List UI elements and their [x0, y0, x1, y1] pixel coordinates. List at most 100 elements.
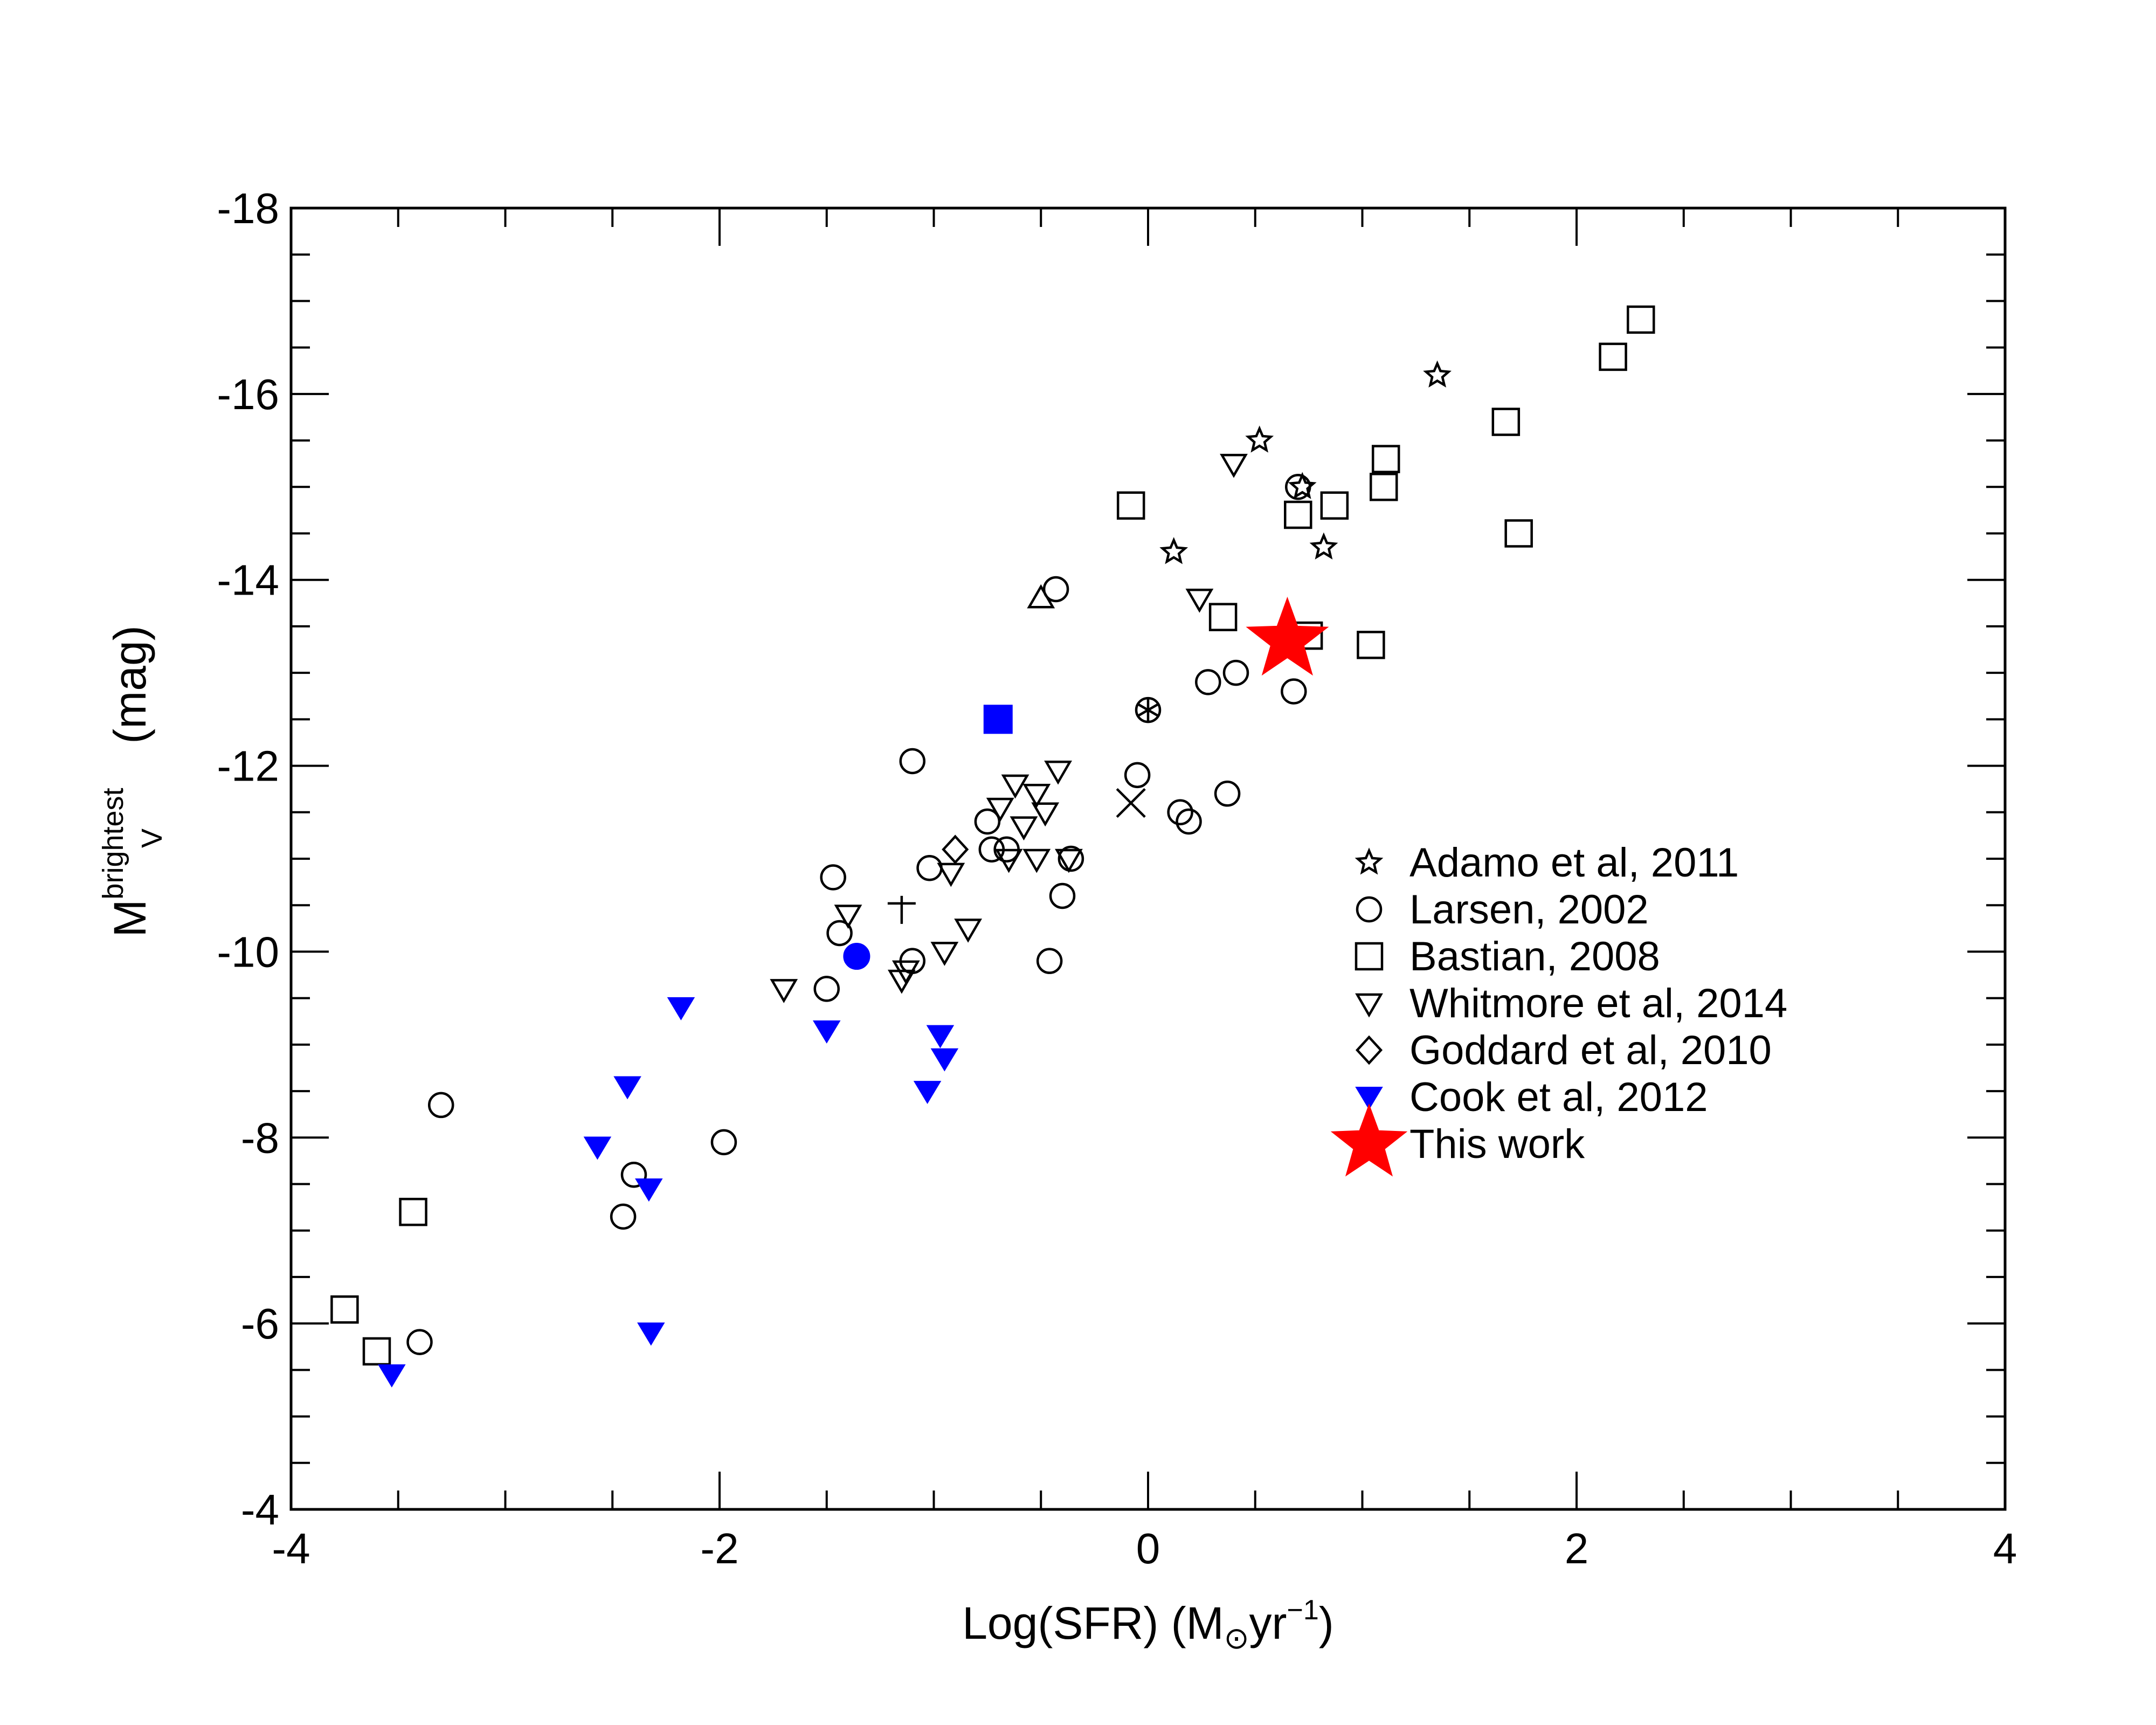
x-tick-label: -4: [272, 1524, 310, 1572]
data-point: [1137, 698, 1159, 722]
data-point: [1116, 788, 1146, 818]
legend-label: Whitmore et al, 2014: [1409, 981, 1787, 1026]
data-point: [378, 1364, 406, 1388]
legend-marker: [1355, 942, 1384, 971]
legend-label: Bastian, 2008: [1409, 934, 1660, 979]
data-point: [710, 1129, 737, 1156]
y-tick-label: -18: [217, 184, 279, 232]
y-tick-label: -12: [217, 742, 279, 790]
x-tick-label: 2: [1565, 1524, 1589, 1572]
data-point: [843, 943, 870, 970]
data-point: [1049, 882, 1076, 909]
data-point: [1058, 845, 1084, 872]
legend-label: Larsen, 2002: [1409, 887, 1649, 933]
data-point: [930, 1048, 959, 1072]
legend-item: Goddard et al, 2010: [1355, 1027, 1772, 1073]
data-point: [1176, 808, 1202, 835]
data-point: [399, 1197, 427, 1226]
data-point: [994, 848, 1023, 873]
legend-marker: [1355, 1087, 1383, 1110]
data-point: [1371, 445, 1400, 473]
data-point: [913, 1081, 942, 1105]
y-tick-label: -4: [241, 1486, 279, 1534]
data-point: [1281, 678, 1307, 705]
data-point: [1245, 425, 1274, 453]
data-point: [1222, 659, 1249, 686]
data-point: [954, 919, 983, 943]
y-tick-label: -8: [241, 1114, 279, 1162]
data-point: [1246, 596, 1329, 676]
x-tick-label: 4: [1993, 1524, 2017, 1572]
data-point: [937, 862, 965, 887]
y-tick-label: -16: [217, 370, 279, 418]
data-point: [986, 797, 1014, 822]
data-point: [1159, 537, 1188, 564]
data-point: [330, 1295, 359, 1324]
data-point: [974, 808, 1001, 835]
legend-marker: [1355, 847, 1384, 875]
data-point: [1423, 360, 1452, 388]
legend-label: This work: [1409, 1121, 1585, 1167]
data-point: [406, 1329, 433, 1355]
data-point: [1357, 631, 1385, 659]
data-point: [813, 976, 840, 1002]
data-point: [1001, 774, 1029, 799]
data-point: [916, 854, 943, 881]
data-point: [610, 1203, 637, 1230]
x-axis-title: Log(SFR) (M⊙yr−1): [962, 1595, 1334, 1655]
data-point: [1022, 848, 1051, 873]
legend-item: Larsen, 2002: [1356, 887, 1649, 933]
legend-item: Bastian, 2008: [1355, 934, 1660, 979]
data-point: [1220, 453, 1248, 478]
y-tick-label: -6: [241, 1300, 279, 1348]
data-point: [620, 1162, 647, 1188]
data-point: [583, 1136, 612, 1160]
x-tick-label: -2: [700, 1524, 738, 1572]
data-point: [1044, 760, 1072, 785]
data-point: [1185, 588, 1214, 613]
data-point: [1214, 781, 1241, 807]
axis-ticks: [290, 207, 2006, 1510]
data-point: [635, 1178, 663, 1202]
data-point: [1167, 799, 1193, 826]
data-point: [1285, 474, 1311, 500]
legend-item: Whitmore et al, 2014: [1355, 981, 1787, 1026]
data-point: [1504, 519, 1533, 548]
data-point: [1027, 584, 1055, 609]
data-point: [1627, 305, 1655, 334]
data-point: [1042, 576, 1069, 603]
data-point: [899, 748, 925, 775]
data-point: [1320, 491, 1349, 520]
data-point: [930, 942, 959, 966]
data-point: [812, 1020, 841, 1044]
legend-item: Adamo et al, 2011: [1355, 840, 1739, 886]
data-point: [362, 1337, 391, 1366]
data-point: [613, 1076, 641, 1100]
legend-marker: [1330, 1103, 1408, 1177]
data-point: [1124, 762, 1151, 789]
data-point: [1599, 342, 1627, 371]
data-point: [1309, 532, 1338, 560]
legend-item: Cook et al, 2012: [1355, 1074, 1708, 1120]
data-point: [820, 864, 846, 891]
y-tick-label: -14: [217, 556, 279, 604]
plot-frame: [289, 206, 2007, 1511]
legend-marker: [1355, 993, 1383, 1018]
legend-item: This work: [1330, 1103, 1585, 1177]
y-tick-label: -10: [217, 928, 279, 976]
data-point: [637, 1322, 665, 1346]
data-point: [834, 905, 862, 929]
data-point: [1195, 669, 1221, 695]
data-point: [826, 920, 853, 947]
data-point: [926, 1025, 955, 1048]
data-point: [1288, 472, 1317, 499]
data-point: [1208, 603, 1238, 631]
data-point: [1055, 848, 1083, 873]
data-point: [1116, 491, 1145, 520]
data-point: [428, 1092, 454, 1119]
data-point: [892, 960, 920, 985]
axis-tick-labels: -4 -2 0 2 4 -4 -6 -8 -10 -12 -14 -16 -18: [217, 184, 2017, 1572]
data-point: [1491, 408, 1521, 436]
